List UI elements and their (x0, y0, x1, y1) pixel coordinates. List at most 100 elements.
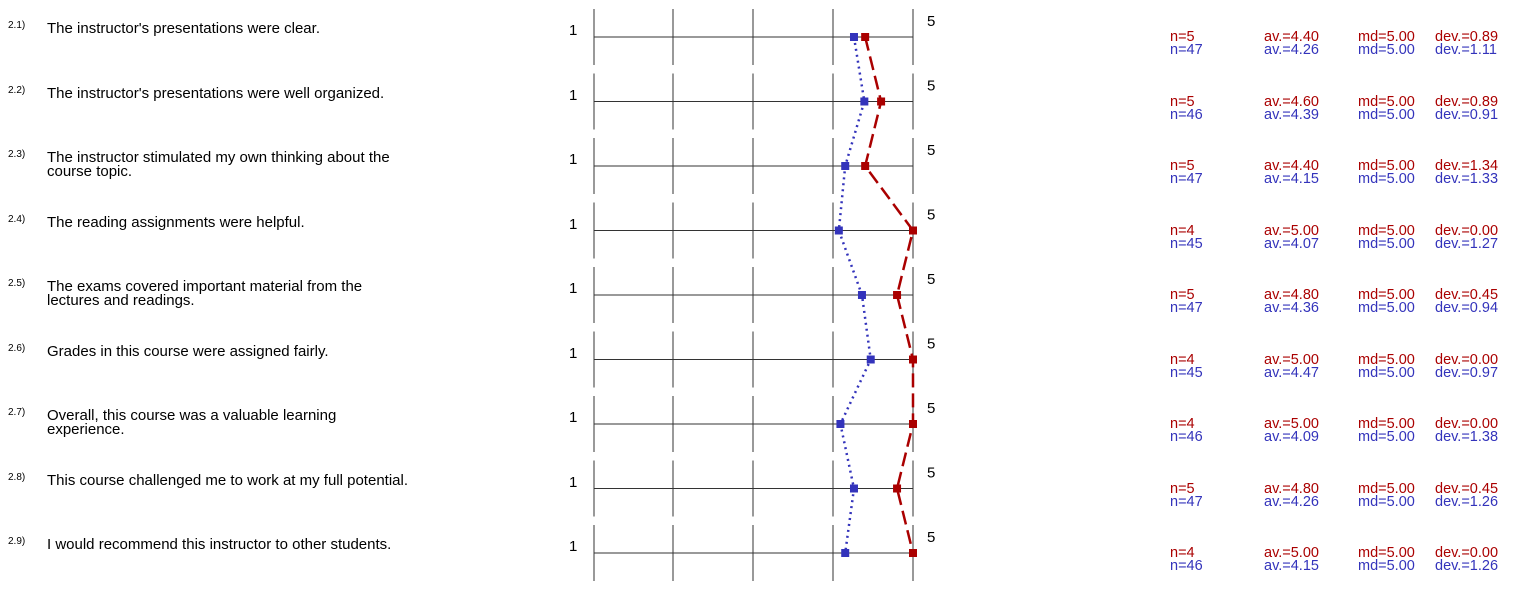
scale-min-label: 1 (569, 151, 578, 168)
question-row: 2.5) The exams covered important material… (0, 278, 577, 338)
stat-average: av.=4.80 (1264, 480, 1319, 497)
stat-median: md=5.00 (1358, 416, 1415, 432)
stat-line-series2: n=45 av.=4.47 md=5.00 dev.=0.97 (1170, 364, 1530, 381)
stat-n: n=5 (1170, 29, 1195, 45)
stat-average: av.=4.15 (1264, 171, 1319, 187)
series-2-point (857, 291, 866, 299)
stat-average: av.=5.00 (1264, 222, 1319, 239)
stat-average: av.=4.39 (1264, 106, 1319, 123)
stat-deviation: dev.=0.00 (1435, 416, 1499, 432)
stat-median: md=5.00 (1358, 364, 1415, 381)
stat-deviation: dev.=0.94 (1435, 300, 1499, 316)
question-text: The instructor stimulated my own thinkin… (47, 149, 390, 180)
question-number: 2.1) (8, 20, 26, 31)
stat-line-series2: n=46 av.=4.09 md=5.00 dev.=1.38 (1170, 429, 1530, 445)
stat-deviation: dev.=0.89 (1435, 93, 1499, 110)
scale-max-label: 5 (927, 78, 935, 95)
scale-axis: 5 (593, 202, 935, 259)
question-row: 2.2) The instructor's presentations were … (0, 84, 577, 145)
stat-line-series1: n=5 av.=4.40 md=5.00 dev.=0.89 (1170, 29, 1530, 45)
stat-deviation: dev.=1.38 (1435, 429, 1499, 445)
stat-line-series2: n=47 av.=4.15 md=5.00 dev.=1.33 (1170, 171, 1530, 187)
scale-max-label: 5 (927, 465, 935, 482)
question-number: 2.5) (8, 278, 26, 289)
stat-average: av.=4.80 (1264, 287, 1319, 303)
stat-n: n=47 (1170, 300, 1203, 316)
scale-axis: 5 (593, 396, 935, 452)
stat-line-series2: n=47 av.=4.36 md=5.00 dev.=0.94 (1170, 300, 1530, 316)
question-number: 2.2) (8, 84, 26, 96)
question-row: 2.8) This course challenged me to work at… (0, 471, 577, 532)
series-1-point (893, 291, 902, 299)
series-2-point (849, 484, 858, 493)
stat-line-series2: n=46 av.=4.15 md=5.00 dev.=1.26 (1170, 558, 1530, 574)
series-line-1 (863, 36, 915, 554)
scale-max-label: 5 (927, 142, 935, 159)
scale-min-label: 1 (569, 280, 578, 297)
scale-min-label: 1 (569, 473, 578, 491)
question-text: This course challenged me to work at my … (47, 471, 409, 489)
question-number: 2.3) (8, 149, 26, 160)
series-2-point (841, 549, 850, 557)
stat-deviation: dev.=0.45 (1435, 480, 1499, 497)
question-number: 2.7) (8, 407, 26, 418)
question-text: Overall, this course was a valuable lear… (47, 407, 337, 438)
stat-median: md=5.00 (1358, 235, 1415, 252)
question-number: 2.4) (8, 213, 26, 225)
question-row: 2.3) The instructor stimulated my own thi… (0, 149, 577, 209)
stat-n: n=47 (1170, 493, 1203, 510)
stat-median: md=5.00 (1358, 545, 1415, 561)
stat-n: n=46 (1170, 106, 1203, 123)
stat-n: n=4 (1170, 351, 1195, 368)
stat-block: n=5 av.=4.80 md=5.00 dev.=0.45 n=47 av.=4.36 m… (1170, 287, 1530, 316)
question-text: The reading assignments were helpful. (47, 213, 305, 231)
stat-average: av.=4.60 (1264, 93, 1319, 110)
stat-deviation: dev.=1.34 (1435, 158, 1499, 174)
stat-average: av.=4.15 (1264, 558, 1319, 574)
stat-deviation: dev.=1.11 (1435, 42, 1497, 58)
stat-median: md=5.00 (1358, 222, 1415, 239)
stat-line-series1: n=4 av.=5.00 md=5.00 dev.=0.00 (1170, 222, 1530, 239)
series-1-point (861, 162, 870, 170)
stat-n: n=5 (1170, 480, 1195, 497)
stat-block: n=5 av.=4.80 md=5.00 dev.=0.45 n=47 av.=4.26 m… (1170, 480, 1530, 510)
scale-max-label: 5 (927, 336, 935, 353)
series-1-point (909, 226, 917, 235)
scale-axis: 5 (593, 331, 935, 388)
scale-min-label: 1 (569, 22, 578, 39)
stat-deviation: dev.=0.00 (1435, 351, 1499, 368)
scale-axis: 5 (593, 267, 935, 323)
scale-max-label: 5 (927, 529, 935, 546)
stat-average: av.=4.47 (1264, 364, 1319, 381)
scale-min-label: 1 (569, 86, 578, 104)
scale-min-label: 1 (569, 409, 578, 426)
stat-median: md=5.00 (1358, 558, 1415, 574)
stat-average: av.=4.07 (1264, 235, 1319, 252)
stat-block: n=5 av.=4.60 md=5.00 dev.=0.89 n=46 av.=4.39 m… (1170, 93, 1530, 123)
statistics-panel: n=5 av.=4.40 md=5.00 dev.=0.89 n=47 av.=4.26 m… (1170, 0, 1530, 583)
series-2-point (849, 33, 858, 41)
stat-median: md=5.00 (1358, 93, 1415, 110)
question-row: 2.7) Overall, this course was a valuable … (0, 407, 577, 467)
stat-median: md=5.00 (1358, 42, 1415, 58)
stat-median: md=5.00 (1358, 106, 1415, 123)
stat-deviation: dev.=0.00 (1435, 545, 1499, 561)
stat-median: md=5.00 (1358, 493, 1415, 510)
stat-line-series1: n=5 av.=4.60 md=5.00 dev.=0.89 (1170, 93, 1530, 110)
stat-line-series2: n=47 av.=4.26 md=5.00 dev.=1.11 (1170, 42, 1530, 58)
scale-min-label: 1 (569, 538, 578, 555)
stat-average: av.=5.00 (1264, 416, 1319, 432)
question-text: The exams covered important material fro… (47, 278, 363, 309)
stat-block: n=4 av.=5.00 md=5.00 dev.=0.00 n=46 av.=4.09 m… (1170, 416, 1530, 445)
stat-block: n=5 av.=4.40 md=5.00 dev.=1.34 n=47 av.=4.15 m… (1170, 158, 1530, 187)
stat-line-series1: n=5 av.=4.80 md=5.00 dev.=0.45 (1170, 480, 1530, 497)
question-text: Grades in this course were assigned fair… (47, 342, 329, 360)
scale-max-label: 5 (927, 207, 935, 224)
stat-median: md=5.00 (1358, 158, 1415, 174)
scale-max-label: 5 (927, 400, 935, 417)
stat-median: md=5.00 (1358, 351, 1415, 368)
stat-line-series1: n=5 av.=4.40 md=5.00 dev.=1.34 (1170, 158, 1530, 174)
series-1-point (909, 420, 917, 428)
question-number: 2.6) (8, 342, 26, 354)
stat-median: md=5.00 (1358, 300, 1415, 316)
